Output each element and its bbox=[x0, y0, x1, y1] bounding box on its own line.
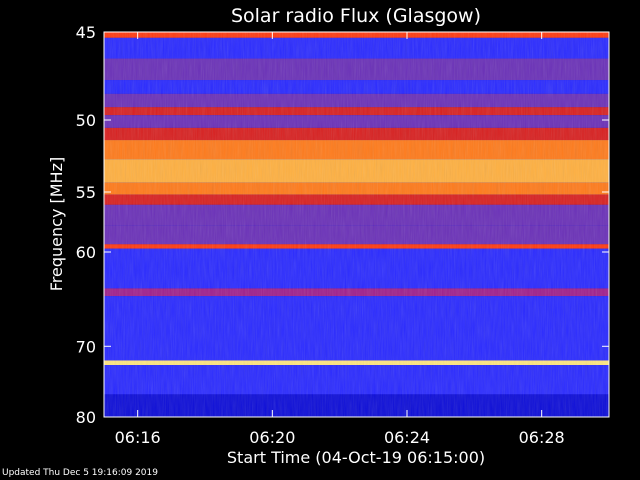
chart-title: Solar radio Flux (Glasgow) bbox=[231, 5, 481, 27]
x-tick-label: 06:24 bbox=[384, 428, 430, 447]
update-timestamp: Updated Thu Dec 5 19:16:09 2019 bbox=[2, 468, 158, 478]
noise-texture bbox=[104, 32, 609, 417]
y-tick-label: 55 bbox=[76, 183, 96, 202]
x-tick-label: 06:28 bbox=[519, 428, 565, 447]
y-tick-label: 50 bbox=[76, 111, 96, 130]
x-axis-label: Start Time (04-Oct-19 06:15:00) bbox=[227, 448, 485, 467]
y-tick-label: 70 bbox=[76, 337, 96, 356]
y-axis: 45 50 55 60 70 80 bbox=[76, 23, 609, 427]
spectrogram-plot-area bbox=[103, 31, 610, 418]
y-tick-label: 45 bbox=[76, 23, 96, 42]
y-tick-label: 60 bbox=[76, 243, 96, 262]
plot-frame bbox=[103, 31, 610, 418]
x-tick-label: 06:16 bbox=[115, 428, 161, 447]
x-tick-label: 06:20 bbox=[249, 428, 295, 447]
x-axis: 06:16 06:20 06:24 06:28 bbox=[115, 32, 565, 447]
y-tick-label: 80 bbox=[76, 408, 96, 427]
y-axis-label: Frequency [MHz] bbox=[47, 157, 66, 291]
